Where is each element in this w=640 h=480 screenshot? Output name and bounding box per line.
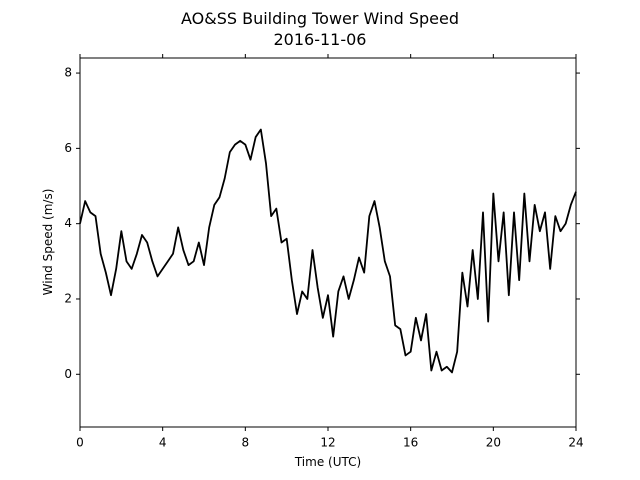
data-line [79,128,577,374]
y-tick-label: 0 [64,367,72,381]
y-axis-label: Wind Speed (m/s) [41,189,55,296]
plot-frame [79,57,577,428]
chart-subtitle: 2016-11-06 [274,30,367,49]
x-tick-label: 8 [242,436,250,450]
x-tick-label: 24 [568,436,583,450]
x-tick-label: 0 [76,436,84,450]
x-tick-label: 16 [403,436,418,450]
x-axis-label: Time (UTC) [294,455,361,469]
y-tick-label: 4 [64,216,72,230]
y-tick-label: 2 [64,291,72,305]
y-tick-label: 6 [64,141,72,155]
x-tick-label: 4 [159,436,167,450]
x-tick-label: 20 [486,436,501,450]
chart-title: AO&SS Building Tower Wind Speed [181,9,459,28]
y-tick-label: 8 [64,66,72,80]
x-tick-label: 12 [320,436,335,450]
